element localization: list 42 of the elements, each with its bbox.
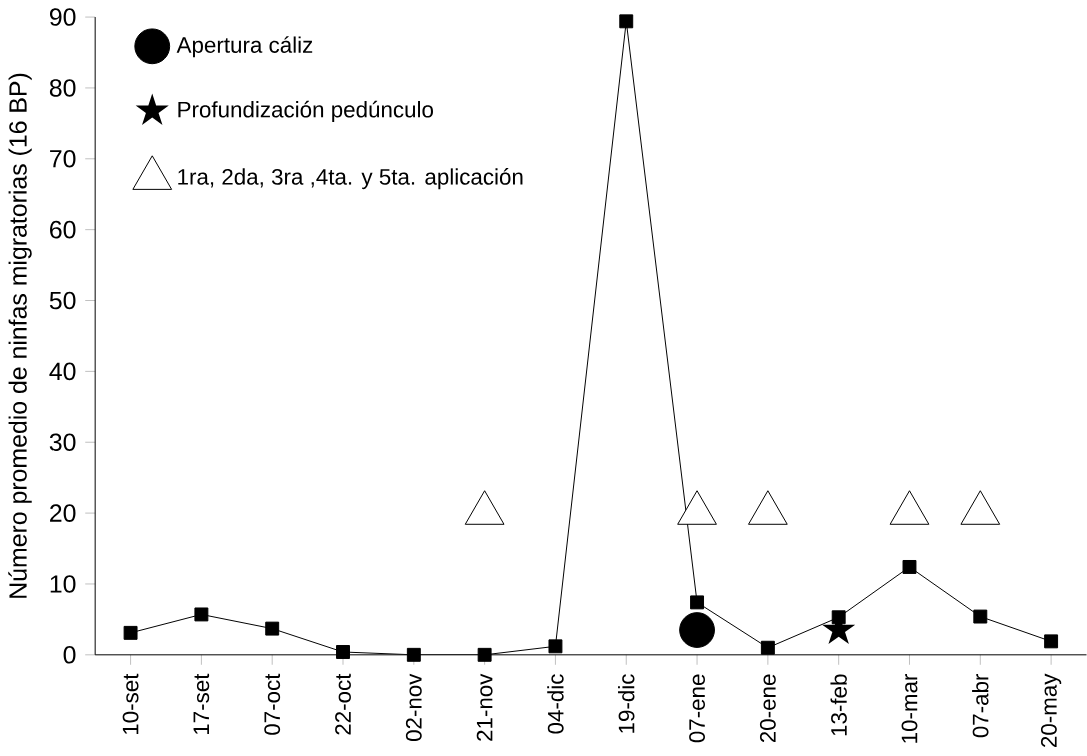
legend-label: 1ra, 2da, 3ra ,4ta. y 5ta. aplicación: [178, 167, 523, 189]
x-tick-label: 10-set: [122, 673, 139, 734]
y-tick-label: 70: [50, 149, 76, 168]
point: [619, 14, 634, 29]
point: [265, 621, 280, 636]
x-tick-label: 04-dic: [547, 673, 564, 734]
point: [902, 559, 917, 574]
point: [406, 647, 421, 662]
y-tick-label: 50: [49, 291, 76, 310]
point: [831, 610, 846, 625]
x-tick-label: 20-may: [1040, 673, 1062, 747]
y-tick-label: 90: [49, 8, 76, 26]
x-tick-label: 19-dic: [618, 673, 635, 733]
x-tick-label: 02-nov: [405, 673, 422, 741]
legend-label: Profundización pedúnculo: [178, 100, 433, 122]
point: [1044, 634, 1059, 649]
y-tick-label: 40: [49, 362, 76, 380]
y-tick-label: 30: [49, 433, 76, 451]
y-tick-label: 20: [50, 504, 76, 522]
x-tick-label: 07-oct: [264, 673, 281, 735]
x-tick-label: 17-set: [193, 673, 210, 734]
y-axis-title: Número promedio de ninfas migratorias (16 BP): [8, 73, 32, 598]
point: [336, 644, 350, 659]
y-tick-label: 10: [50, 574, 76, 593]
x-tick-label: 10-mar: [901, 673, 918, 743]
y-tick-label: 80: [49, 78, 76, 97]
y-tick-label: 0: [63, 645, 76, 664]
x-tick-label: 13-feb: [830, 674, 847, 736]
point: [973, 609, 988, 624]
x-tick-label: 21-nov: [476, 673, 493, 741]
legend-label: Apertura cáliz: [176, 35, 313, 58]
x-tick-label: 20-ene: [759, 674, 776, 742]
point: [760, 640, 775, 655]
point: [123, 625, 138, 640]
x-tick-label: 07-ene: [689, 674, 705, 743]
point: [194, 607, 209, 622]
y-tick-label: 60: [50, 220, 76, 239]
point: [477, 647, 492, 662]
x-tick-label: 22-oct: [335, 673, 351, 735]
point: [548, 639, 563, 654]
point: [690, 595, 705, 610]
x-tick-label: 07-abr: [972, 673, 989, 738]
